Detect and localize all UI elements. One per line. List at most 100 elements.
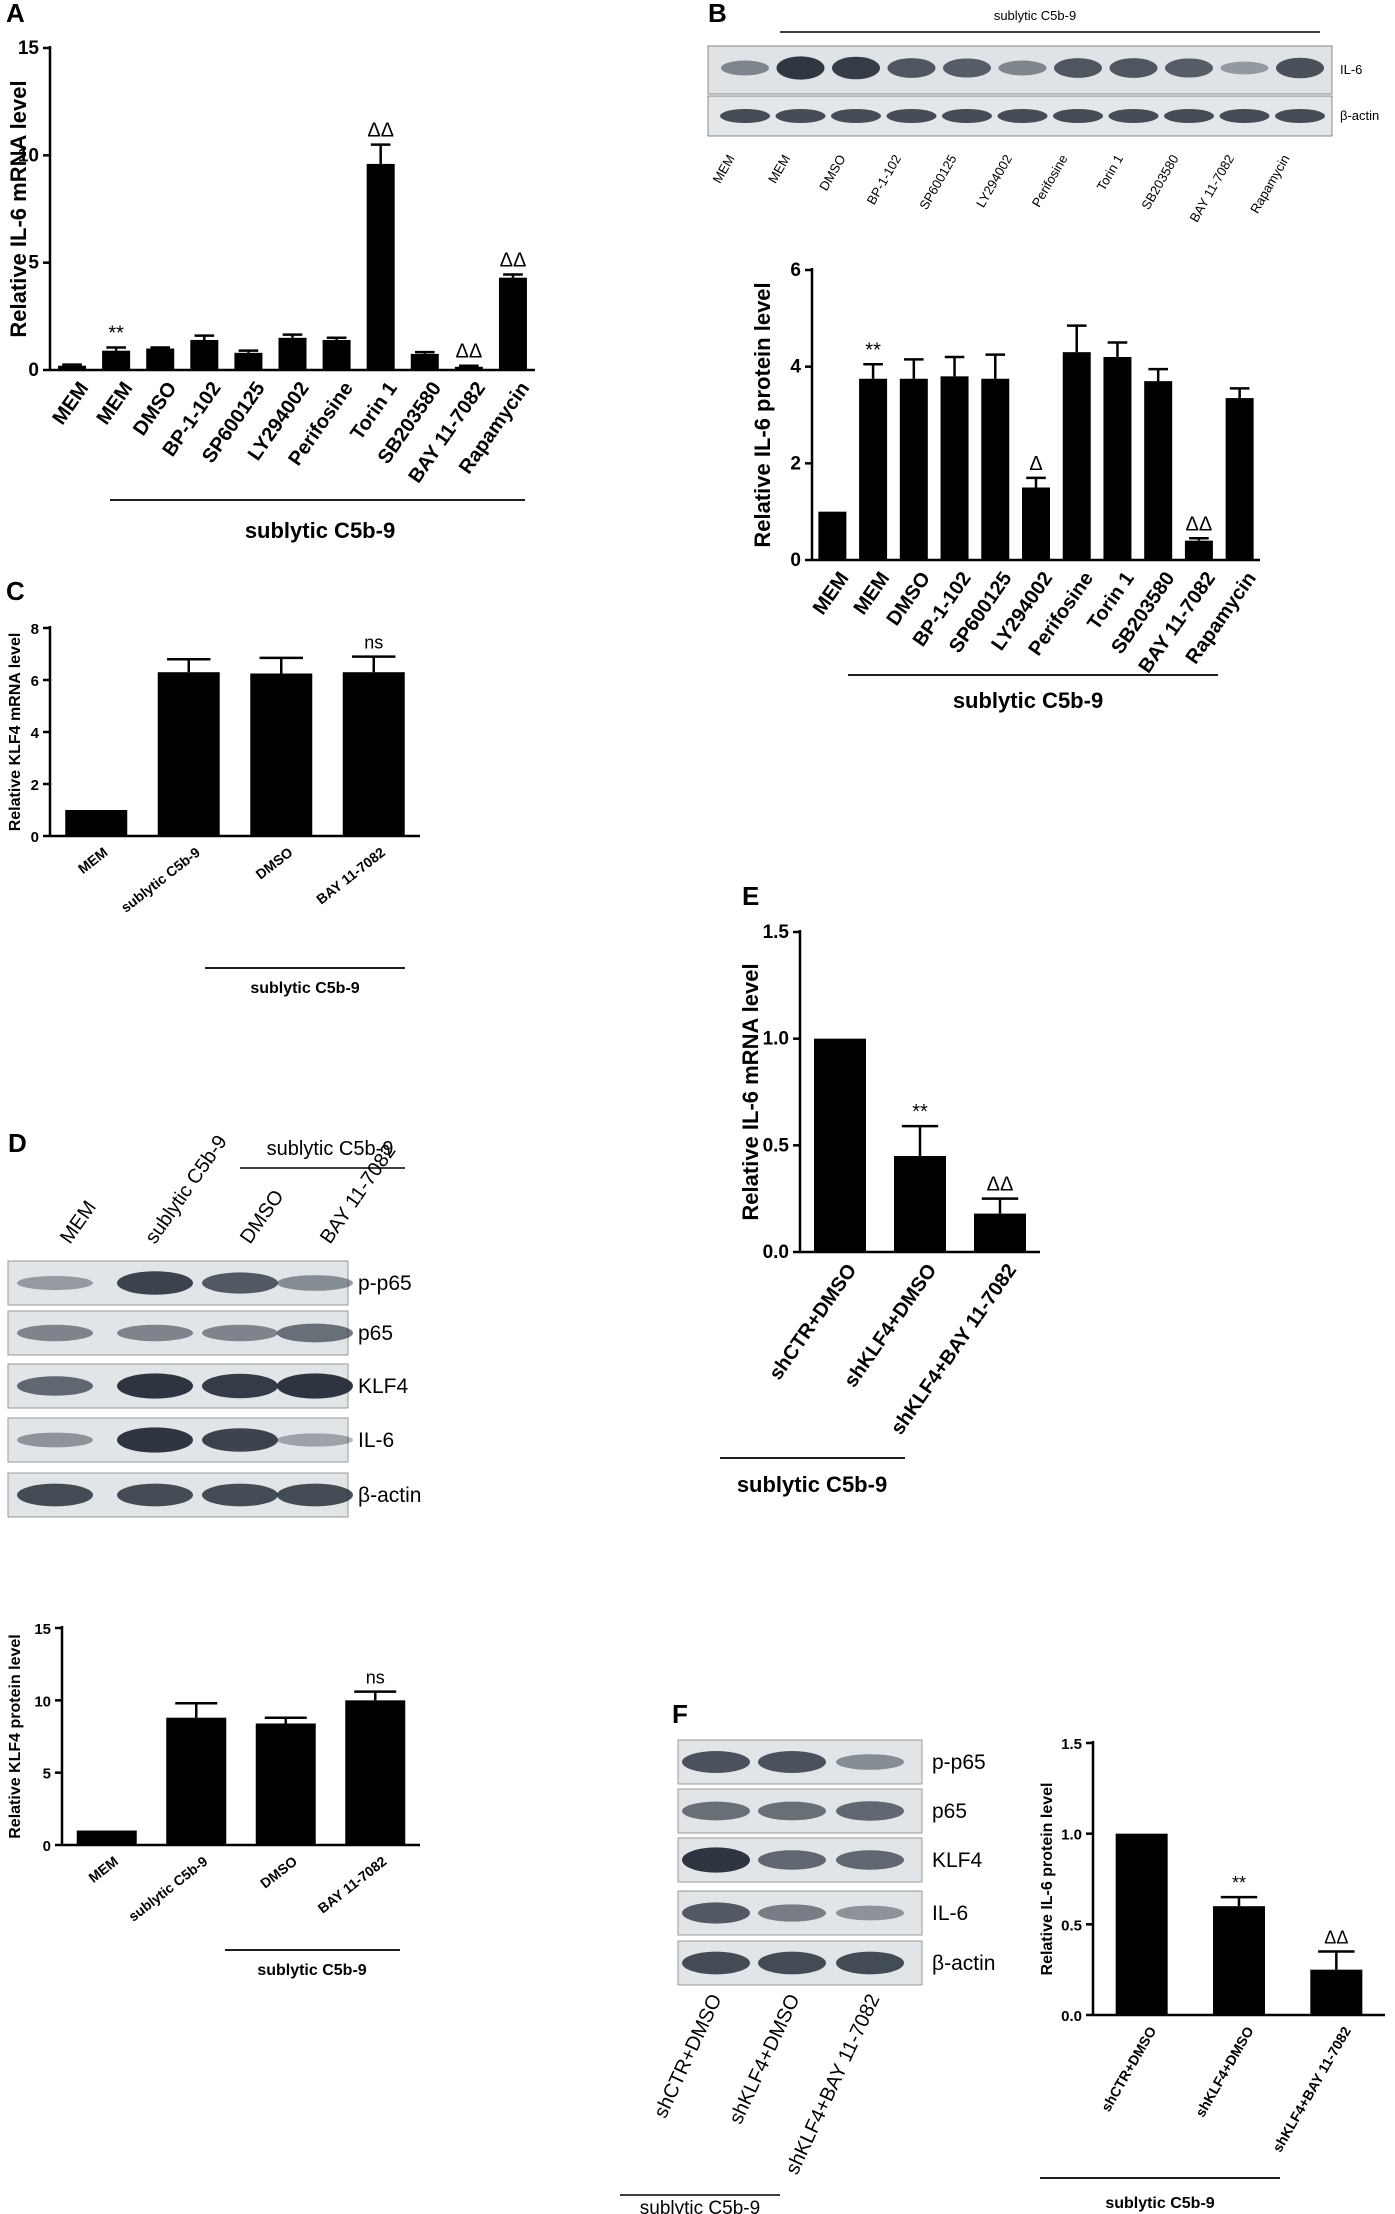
blot-b: sublytic C5b-9 IL-6 β-actin MEM MEM DMSO BP… [707,8,1379,225]
chart-a-ytick-label: 5 [28,253,39,274]
blot-b-lane-label: MEM [765,152,793,186]
chart-d-bar [76,1830,137,1845]
chart-b-ytick-label: 2 [790,453,801,474]
chart-c-ytick-label: 0 [31,829,39,846]
chart-e-bar [894,1156,946,1252]
chart-c-category-label: DMSO [253,844,296,883]
chart-d-bar [166,1717,227,1845]
chart-d-annotation: ns [366,1668,385,1688]
chart-d-ytick-label: 10 [34,1693,51,1710]
blot-f-band [758,1801,826,1821]
blot-f-group-label: sublytic C5b-9 [640,2198,760,2214]
blot-d-band [17,1276,93,1290]
blot-f-band [682,1847,750,1873]
blot-d-lane-label: MEM [56,1197,101,1248]
chart-b-category-label: MEM [809,568,854,619]
blot-d-band [277,1433,353,1447]
chart-b-ytick-label: 6 [790,260,801,281]
blot-b-band-actin [1108,109,1159,123]
blot-d-band [117,1373,193,1399]
chart-d-category-label: DMSO [257,1853,300,1892]
blot-f-band [682,1751,750,1773]
blot-b-band-il6 [887,58,936,78]
chart-a-annotation: ΔΔ [456,341,483,363]
blot-d-band [277,1483,353,1507]
blot-b-band-actin [775,109,826,123]
blot-d-band [202,1324,278,1342]
chart-f-bar [1115,1833,1168,2015]
chart-d-ytick-label: 5 [43,1766,51,1783]
chart-c-ytick-label: 4 [31,725,40,742]
chart-e-ytick-label: 1.0 [763,1029,789,1050]
blot-b-band-il6 [1220,61,1269,75]
chart-b-ytick-label: 4 [790,357,801,378]
blot-f-lane-label: shCTR+DMSO [650,1991,727,2122]
chart-a-bar [410,353,439,370]
blot-b-lane-label: DMSO [816,152,848,193]
chart-a-bar [234,352,263,370]
blot-d-row-label: IL-6 [358,1429,394,1452]
blot-f-band [836,1801,904,1821]
chart-b-annotation: Δ [1029,453,1042,475]
chart-f-annotation: ** [1232,1873,1246,1893]
blot-d-band [117,1483,193,1507]
chart-f-annotation: ΔΔ [1324,1928,1348,1948]
chart-c-bar [342,672,405,836]
chart-c-ytick-label: 6 [31,673,39,690]
chart-f: 0.0 0.5 1.0 1.5 Relative IL-6 protein level s… [1039,1736,1385,2212]
blot-f-row-label: β-actin [932,1952,995,1975]
chart-a-bar [366,163,395,370]
blot-d-row-label: β-actin [358,1484,421,1507]
chart-c-category-label: MEM [75,844,111,877]
chart-f-bar [1310,1969,1363,2015]
blot-d-band [17,1324,93,1342]
blot-d-band [117,1271,193,1295]
chart-f-bar [1213,1906,1265,2015]
blot-b-lane-label: BP-1-102 [864,152,904,207]
blot-b-band-actin [886,109,937,123]
panel-letter-e: E [742,881,759,911]
chart-a-annotation: ΔΔ [367,120,394,142]
blot-b-band-il6 [1109,58,1158,78]
blot-b-lane-label: MEM [709,152,737,186]
blot-f-lane-label: shKLF4+BAY 11-7082 [782,1991,885,2178]
panel-letter-f: F [672,1699,688,1729]
chart-c-annotation: ns [364,633,383,653]
blot-b-band-il6 [998,60,1047,76]
chart-b-bar [1184,540,1213,560]
blot-b-band-actin [720,109,770,123]
blot-d-band [17,1376,93,1396]
blot-d-band [277,1323,353,1343]
panel-letter-d: D [8,1128,27,1158]
blot-b-lane-label: SB203580 [1138,152,1181,212]
blot-b-lane-label: LY294002 [973,152,1015,210]
chart-a-ylabel: Relative IL-6 mRNA level [6,80,31,337]
blot-f-band [758,1751,826,1773]
chart-f-category-label: shKLF4+DMSO [1192,2024,1257,2120]
chart-f-ytick-label: 1.5 [1061,1736,1082,1753]
chart-a-bar [146,348,175,370]
chart-a-bar [190,339,219,370]
chart-f-ytick-label: 0.0 [1061,2008,1082,2025]
chart-a-ytick-label: 0 [28,360,39,381]
chart-e-bar [814,1038,866,1252]
chart-a-bar [278,337,307,370]
blot-f-band [836,1951,904,1975]
blot-d-row-label: p65 [358,1322,393,1345]
chart-b-group-label: sublytic C5b-9 [953,688,1103,713]
chart-b-bar [1144,381,1173,560]
chart-c-bar [65,810,128,836]
blot-b-band-il6 [1276,57,1324,79]
blot-b-group-label: sublytic C5b-9 [994,8,1076,23]
blot-f-band [836,1905,904,1921]
chart-d-bar [255,1723,316,1845]
chart-d-category-label: MEM [85,1853,121,1886]
blot-f-row-label: p65 [932,1800,967,1823]
blot-b-band-actin [1219,109,1270,123]
blot-d-band [117,1324,193,1342]
blot-d-row-label: p-p65 [358,1272,412,1295]
